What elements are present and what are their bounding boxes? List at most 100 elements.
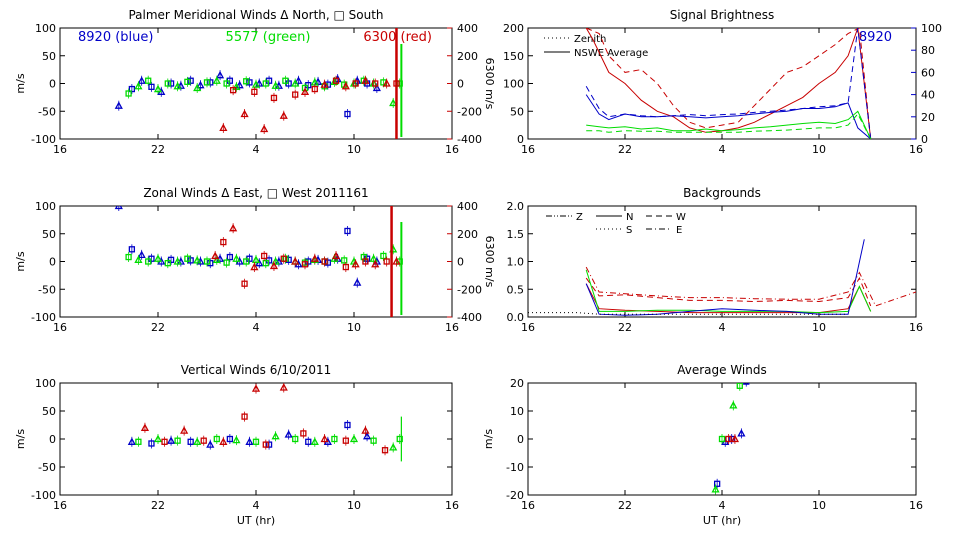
meridional-x-tick-label: 16: [445, 143, 459, 156]
backgrounds-panel: Backgrounds 16 22 4 10 16 2.0 1.5 1.0 0.5 0.0 Z N W S E: [507, 186, 924, 334]
zonal-panel: Zonal Winds Δ East, □ West 2011161 16 22 4 1…: [14, 186, 496, 334]
meridional-panel: Palmer Meridional Winds Δ North, □ South…: [14, 8, 496, 156]
meridional-y2-tick-label: 200: [457, 50, 478, 63]
average-y-tick-label: -20: [506, 489, 524, 502]
average-title: Average Winds: [677, 363, 767, 377]
brightness-legend-label: Zenith: [574, 34, 606, 45]
vertical-panel: Vertical Winds 6/10/2011 16 22 4 10 16 100 50 0 -…: [14, 363, 459, 527]
brightness-y-tick-label: 150: [503, 50, 524, 63]
brightness-y2-tick-label: 80: [921, 44, 935, 57]
vertical-y-tick-label: -100: [31, 489, 56, 502]
backgrounds-y-tick-label: 0.5: [507, 283, 525, 296]
backgrounds-title: Backgrounds: [683, 186, 761, 200]
backgrounds-x-tick-label: 16: [909, 321, 923, 334]
zonal-y-tick-label: -50: [38, 283, 56, 296]
meridional-annotation: 8920 (blue): [78, 30, 153, 45]
brightness-y2-tick-label: 100: [921, 22, 942, 35]
average-y-axis-label: m/s: [482, 429, 495, 449]
zonal-y-axis-label: m/s: [14, 251, 27, 271]
vertical-y-tick-label: 100: [35, 377, 56, 390]
brightness-x-tick-label: 10: [812, 143, 826, 156]
backgrounds-y-tick-label: 1.0: [507, 256, 525, 269]
vertical-x-axis-label: UT (hr): [237, 514, 275, 527]
zonal-x-tick-label: 16: [53, 321, 67, 334]
average-panel: Average Winds 16 22 4 10 16 20 10 0 -10 -20 m/s UT (…: [482, 363, 923, 527]
zonal-y-tick-label: 50: [42, 228, 56, 241]
brightness-series-line: [586, 28, 872, 139]
meridional-x-tick-label: 10: [347, 143, 361, 156]
brightness-y-tick-label: 100: [503, 78, 524, 91]
backgrounds-y-tick-label: 1.5: [507, 228, 525, 241]
backgrounds-series-line: [585, 266, 916, 307]
backgrounds-y-tick-label: 0.0: [507, 311, 525, 324]
backgrounds-x-tick-label: 4: [719, 321, 726, 334]
vertical-x-tick-label: 4: [253, 499, 260, 512]
brightness-x-tick-label: 4: [719, 143, 726, 156]
vertical-y-tick-label: 0: [49, 433, 56, 446]
backgrounds-legend-label: S: [626, 225, 632, 236]
meridional-y-tick-label: 50: [42, 50, 56, 63]
brightness-legend-label: NSWE Average: [574, 48, 648, 59]
zonal-y2-tick-label: 400: [457, 200, 478, 213]
zonal-x-tick-label: 22: [151, 321, 165, 334]
average-y-tick-label: 20: [510, 377, 524, 390]
backgrounds-x-tick-label: 16: [521, 321, 535, 334]
brightness-y-tick-label: 0: [517, 133, 524, 146]
zonal-y2-tick-label: -400: [457, 311, 482, 324]
brightness-x-tick-label: 22: [618, 143, 632, 156]
meridional-title: Palmer Meridional Winds Δ North, □ South: [128, 8, 383, 22]
backgrounds-series-line: [585, 239, 865, 316]
average-x-tick-label: 16: [909, 499, 923, 512]
backgrounds-y-tick-label: 2.0: [507, 200, 525, 213]
brightness-y2-tick-label: 0: [921, 133, 928, 146]
meridional-y-tick-label: -50: [38, 105, 56, 118]
meridional-y-tick-label: 0: [49, 78, 56, 91]
zonal-x-tick-label: 4: [253, 321, 260, 334]
average-y-tick-label: 0: [517, 433, 524, 446]
backgrounds-legend-label: E: [676, 225, 682, 236]
vertical-x-tick-label: 16: [445, 499, 459, 512]
zonal-title: Zonal Winds Δ East, □ West 2011161: [143, 186, 368, 200]
meridional-y2-tick-label: -400: [457, 133, 482, 146]
meridional-y-tick-label: -100: [31, 133, 56, 146]
brightness-x-tick-label: 16: [909, 143, 923, 156]
vertical-x-tick-label: 10: [347, 499, 361, 512]
brightness-title: Signal Brightness: [670, 8, 775, 22]
zonal-y-tick-label: 0: [49, 256, 56, 269]
vertical-x-tick-label: 22: [151, 499, 165, 512]
backgrounds-series-line: [528, 312, 849, 315]
vertical-y-axis-label: m/s: [14, 429, 27, 449]
brightness-series-line: [586, 110, 872, 139]
backgrounds-legend-label: W: [676, 212, 686, 223]
backgrounds-x-tick-label: 22: [618, 321, 632, 334]
average-x-tick-label: 16: [521, 499, 535, 512]
zonal-y-tick-label: 100: [35, 200, 56, 213]
backgrounds-series-line: [585, 276, 872, 307]
vertical-y-tick-label: -50: [38, 461, 56, 474]
meridional-x-tick-label: 22: [151, 143, 165, 156]
backgrounds-legend-label: N: [626, 212, 633, 223]
meridional-y2-tick-label: 400: [457, 22, 478, 35]
brightness-annotation: 8920: [859, 30, 892, 45]
meridional-annotation: 5577 (green): [226, 30, 311, 45]
meridional-x-tick-label: 16: [53, 143, 67, 156]
brightness-x-tick-label: 16: [521, 143, 535, 156]
backgrounds-legend-label: Z: [576, 212, 583, 223]
brightness-series-line: [585, 28, 872, 139]
vertical-title: Vertical Winds 6/10/2011: [181, 363, 332, 377]
brightness-series-line: [585, 28, 872, 139]
average-y-tick-label: 10: [510, 405, 524, 418]
average-x-tick-label: 22: [618, 499, 632, 512]
zonal-y2-axis-label: 6300 m/s: [483, 236, 496, 288]
brightness-y2-tick-label: 40: [921, 89, 935, 102]
zonal-x-tick-label: 16: [445, 321, 459, 334]
zonal-y2-tick-label: 0: [457, 256, 464, 269]
average-x-tick-label: 4: [719, 499, 726, 512]
backgrounds-series-line: [585, 269, 872, 314]
brightness-series-line: [586, 113, 872, 139]
backgrounds-x-tick-label: 10: [812, 321, 826, 334]
meridional-y-tick-label: 100: [35, 22, 56, 35]
meridional-y-axis-label: m/s: [14, 73, 27, 93]
meridional-y2-tick-label: -200: [457, 105, 482, 118]
